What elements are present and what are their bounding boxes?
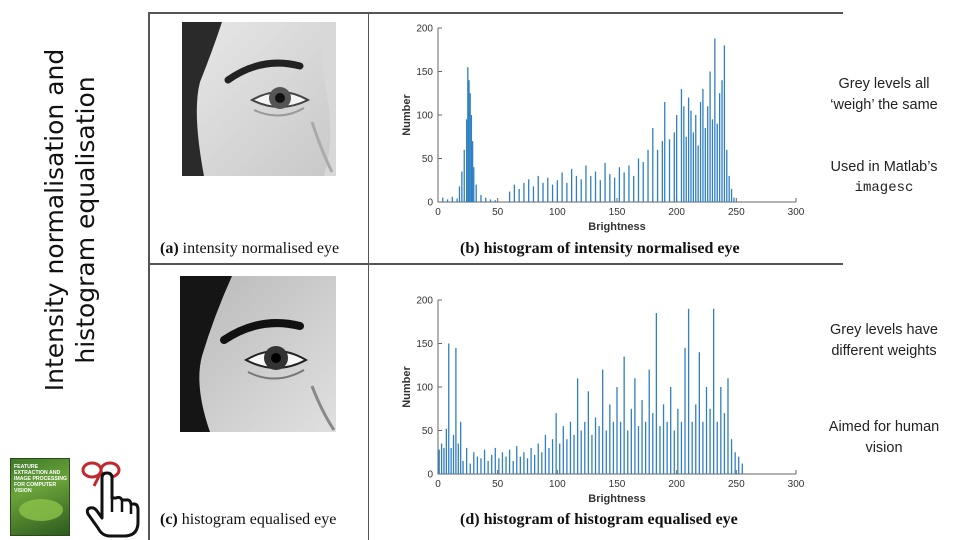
slide-title-line-2: histogram equalisation <box>71 76 100 364</box>
note-used-in-text: Used in Matlab’s <box>830 159 938 175</box>
caption-b-label: (b) <box>460 240 480 257</box>
x-tick-label: 0 <box>435 207 441 218</box>
x-tick-label: 250 <box>728 479 745 490</box>
x-tick-label: 250 <box>728 207 745 218</box>
y-tick-label: 0 <box>427 470 433 481</box>
caption-d-label: (d) <box>460 511 480 528</box>
y-tick-label: 100 <box>416 111 433 122</box>
x-tick-label: 300 <box>788 207 805 218</box>
figure-frame <box>148 12 843 540</box>
pointing-hand-icon[interactable] <box>80 458 140 538</box>
note-grey-same: Grey levels all ‘weigh’ the same <box>830 76 938 113</box>
caption-c-label: (c) <box>160 511 178 528</box>
y-tick-label: 50 <box>422 154 434 165</box>
book-cover-image: FEATURE EXTRACTION and IMAGE PROCESSING … <box>10 458 70 536</box>
caption-b-text: histogram of intensity normalised eye <box>483 240 740 257</box>
x-axis-label: Brightness <box>588 221 645 233</box>
chart-axes <box>437 28 796 203</box>
caption-c-text: histogram equalised eye <box>181 511 337 528</box>
note-grey-different: Grey levels have different weights <box>830 322 938 359</box>
caption-c: (c) histogram equalised eye <box>160 511 336 529</box>
figure-divider-horizontal <box>148 263 843 265</box>
y-axis-label: Number <box>401 366 413 408</box>
y-tick-label: 200 <box>416 296 433 307</box>
x-tick-label: 100 <box>549 207 566 218</box>
note-used-in-function: imagesc <box>854 180 914 196</box>
x-tick-label: 150 <box>609 207 626 218</box>
caption-d: (d) histogram of histogram equalised eye <box>460 511 738 529</box>
y-tick-label: 50 <box>422 426 434 437</box>
histogram-equalised-chart: 0 50 100 150 200 0 50 100 150 200 250 300 Brightness… <box>401 296 805 506</box>
caption-b: (b) histogram of intensity normalised ey… <box>460 240 740 258</box>
y-tick-label: 100 <box>416 383 433 394</box>
note-aimed-human: Aimed for human vision <box>828 419 940 456</box>
equalised-eye-image <box>180 276 336 432</box>
x-tick-label: 200 <box>668 207 685 218</box>
slide-title-line-1: Intensity normalisation and <box>40 48 69 392</box>
caption-a: (a) intensity normalised eye <box>160 240 339 258</box>
x-axis-label: Brightness <box>588 493 645 505</box>
book-cover-title: FEATURE EXTRACTION and IMAGE PROCESSING … <box>14 464 68 494</box>
histogram-normalised-chart: 0 50 100 150 200 0 50 100 150 200 250 300 Brightness… <box>401 24 805 234</box>
caption-a-text: intensity normalised eye <box>182 240 340 257</box>
x-tick-label: 300 <box>788 479 805 490</box>
y-tick-label: 150 <box>416 67 433 78</box>
x-tick-label: 50 <box>492 207 504 218</box>
slide-title: Intensity normalisation and histogram eq… <box>0 0 140 440</box>
note-used-in: Used in Matlab’s imagesc <box>828 157 940 199</box>
x-tick-label: 150 <box>609 479 626 490</box>
y-tick-label: 0 <box>427 198 433 209</box>
x-tick-label: 200 <box>668 479 685 490</box>
x-tick-label: 100 <box>549 479 566 490</box>
y-axis-label: Number <box>401 94 413 136</box>
x-tick-label: 0 <box>435 479 441 490</box>
normalised-eye-image <box>182 22 336 176</box>
x-tick-label: 50 <box>492 479 504 490</box>
caption-a-label: (a) <box>160 240 179 257</box>
figure-divider-vertical <box>368 12 369 540</box>
y-tick-label: 150 <box>416 339 433 350</box>
caption-d-text: histogram of histogram equalised eye <box>483 511 738 528</box>
y-tick-label: 200 <box>416 24 433 35</box>
